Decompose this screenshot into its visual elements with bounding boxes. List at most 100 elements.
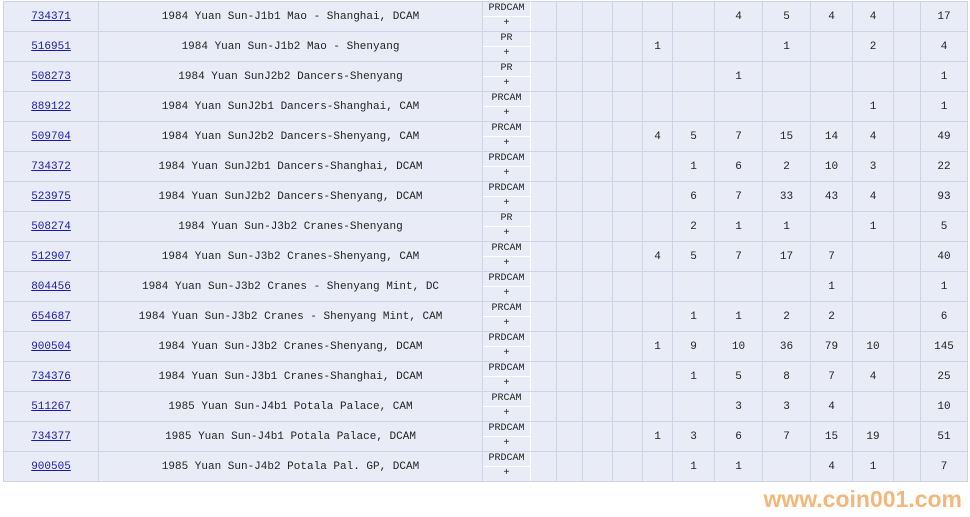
id-cell: 516951 [3, 31, 99, 62]
grade-cell: PRCAM + [482, 121, 531, 152]
id-cell: 900505 [3, 451, 99, 482]
grade-cell: PRCAM + [482, 301, 531, 332]
count-cell [556, 1, 583, 32]
description-cell: 1984 Yuan Sun-J3b1 Cranes-Shanghai, DCAM [98, 361, 483, 392]
coin-id-link[interactable]: 511267 [31, 400, 71, 413]
count-cell [530, 301, 557, 332]
count-cell: 2 [762, 151, 811, 182]
grade-plus: + [503, 138, 510, 149]
total-cell: 49 [920, 121, 968, 152]
id-cell: 508273 [3, 61, 99, 92]
grade-plus: + [503, 78, 510, 89]
count-cell [556, 181, 583, 212]
grade-cell: PRDCAM + [482, 151, 531, 182]
total-cell: 1 [920, 271, 968, 302]
count-cell: 36 [762, 331, 811, 362]
id-cell: 734372 [3, 151, 99, 182]
coin-id-link[interactable]: 508274 [31, 220, 71, 233]
id-cell: 804456 [3, 271, 99, 302]
description-cell: 1984 Yuan SunJ2b1 Dancers-Shanghai, CAM [98, 91, 483, 122]
coin-id-link[interactable]: 889122 [31, 100, 71, 113]
description-cell: 1984 Yuan Sun-J3b2 Cranes - Shenyang Min… [98, 271, 483, 302]
count-cell [762, 271, 811, 302]
count-cell [893, 151, 921, 182]
count-cell [893, 451, 921, 482]
description-cell: 1984 Yuan Sun-J1b1 Mao - Shanghai, DCAM [98, 1, 483, 32]
total-cell: 93 [920, 181, 968, 212]
total-cell: 10 [920, 391, 968, 422]
count-cell [642, 181, 673, 212]
table-row: 889122 1984 Yuan SunJ2b1 Dancers-Shanghai… [3, 91, 968, 122]
description-cell: 1984 Yuan Sun-J3b2 Cranes-Shenyang [98, 211, 483, 242]
coin-id-link[interactable]: 900505 [31, 460, 71, 473]
count-cell [762, 91, 811, 122]
coin-id-link[interactable]: 900504 [31, 340, 71, 353]
count-cell: 3 [852, 151, 894, 182]
count-cell [810, 211, 853, 242]
count-cell [612, 121, 643, 152]
count-cell: 14 [810, 121, 853, 152]
grade-plus: + [503, 198, 510, 209]
count-cell [530, 331, 557, 362]
table-row: 508273 1984 Yuan SunJ2b2 Dancers-Shenyang… [3, 61, 968, 92]
coin-id-link[interactable]: 654687 [31, 310, 71, 323]
grade-label: PR [483, 33, 530, 47]
count-cell [582, 421, 613, 452]
count-cell [852, 241, 894, 272]
table-row: 511267 1985 Yuan Sun-J4b1 Potala Palace, … [3, 391, 968, 422]
description-cell: 1985 Yuan Sun-J4b2 Potala Pal. GP, DCAM [98, 451, 483, 482]
count-cell: 7 [714, 121, 763, 152]
coin-id-link[interactable]: 523975 [31, 190, 71, 203]
count-cell [893, 211, 921, 242]
count-cell: 8 [762, 361, 811, 392]
grade-label: PRCAM [483, 123, 530, 137]
grade-plus: + [503, 258, 510, 269]
count-cell [612, 181, 643, 212]
coin-id-link[interactable]: 734372 [31, 160, 71, 173]
total-cell: 17 [920, 1, 968, 32]
grade-label: PR [483, 213, 530, 227]
coin-id-link[interactable]: 734377 [31, 430, 71, 443]
count-cell: 4 [642, 241, 673, 272]
grade-label: PRCAM [483, 243, 530, 257]
watermark-logo: www.coin001.com [763, 486, 962, 512]
id-cell: 508274 [3, 211, 99, 242]
count-cell [672, 61, 715, 92]
count-cell [762, 61, 811, 92]
count-cell [642, 61, 673, 92]
count-cell: 1 [714, 211, 763, 242]
count-cell [582, 391, 613, 422]
coin-id-link[interactable]: 512907 [31, 250, 71, 263]
id-cell: 734371 [3, 1, 99, 32]
count-cell [582, 331, 613, 362]
count-cell [852, 271, 894, 302]
description-cell: 1984 Yuan Sun-J3b2 Cranes-Shenyang, DCAM [98, 331, 483, 362]
count-cell [582, 31, 613, 62]
grade-cell: PRDCAM + [482, 331, 531, 362]
count-cell: 6 [672, 181, 715, 212]
grade-plus: + [503, 348, 510, 359]
coin-id-link[interactable]: 804456 [31, 280, 71, 293]
count-cell [612, 331, 643, 362]
coin-id-link[interactable]: 508273 [31, 70, 71, 83]
count-cell [612, 421, 643, 452]
count-cell [530, 31, 557, 62]
count-cell [852, 61, 894, 92]
coin-id-link[interactable]: 734376 [31, 370, 71, 383]
count-cell: 4 [852, 181, 894, 212]
count-cell: 3 [672, 421, 715, 452]
count-cell: 7 [714, 241, 763, 272]
count-cell [714, 271, 763, 302]
coin-id-link[interactable]: 734371 [31, 10, 71, 23]
count-cell [556, 241, 583, 272]
count-cell [642, 451, 673, 482]
count-cell [556, 211, 583, 242]
coin-id-link[interactable]: 509704 [31, 130, 71, 143]
grade-cell: PRDCAM + [482, 421, 531, 452]
count-cell: 43 [810, 181, 853, 212]
grade-plus: + [503, 228, 510, 239]
grade-cell: PRDCAM + [482, 451, 531, 482]
count-cell [530, 121, 557, 152]
count-cell: 1 [810, 271, 853, 302]
coin-id-link[interactable]: 516951 [31, 40, 71, 53]
